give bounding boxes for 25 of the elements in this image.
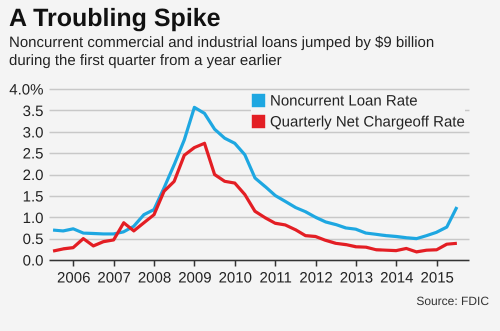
x-tick-label: 2010 [218, 270, 252, 286]
legend-label: Quarterly Net Chargeoff Rate [270, 114, 465, 130]
x-tick-label: 2006 [57, 270, 90, 286]
source-note: Source: FDIC [416, 294, 490, 308]
y-tick-label: 2.5 [22, 146, 44, 163]
x-tick-label: 2015 [420, 270, 454, 286]
x-tick-label: 2013 [340, 270, 374, 286]
x-tick-label: 2008 [138, 270, 172, 286]
x-tick-label: 2007 [97, 270, 131, 286]
y-tick-label: 4.0% [9, 82, 44, 98]
x-tick-label: 2011 [260, 270, 292, 286]
y-tick-label: 0.0 [22, 252, 44, 270]
line-series [51, 142, 458, 254]
chart-title: A Troubling Spike [9, 4, 221, 32]
chart-subtitle: Noncurrent commercial and industrial loans jumped by $9 billion during the first quarter from a year earlier [9, 34, 434, 69]
x-tick-label: 2012 [299, 270, 333, 286]
x-tick-label: 2009 [178, 270, 212, 286]
y-tick-label: 2.0 [22, 167, 44, 184]
y-tick-label: 1.5 [22, 188, 44, 206]
legend-label: Noncurrent Loan Rate [270, 92, 418, 110]
y-tick-label: 3.0 [22, 124, 44, 142]
y-tick-label: 0.5 [22, 231, 44, 248]
y-tick-label: 3.5 [22, 102, 44, 120]
x-tick-label: 2014 [380, 270, 414, 286]
y-tick-label: 1.0 [22, 210, 44, 227]
